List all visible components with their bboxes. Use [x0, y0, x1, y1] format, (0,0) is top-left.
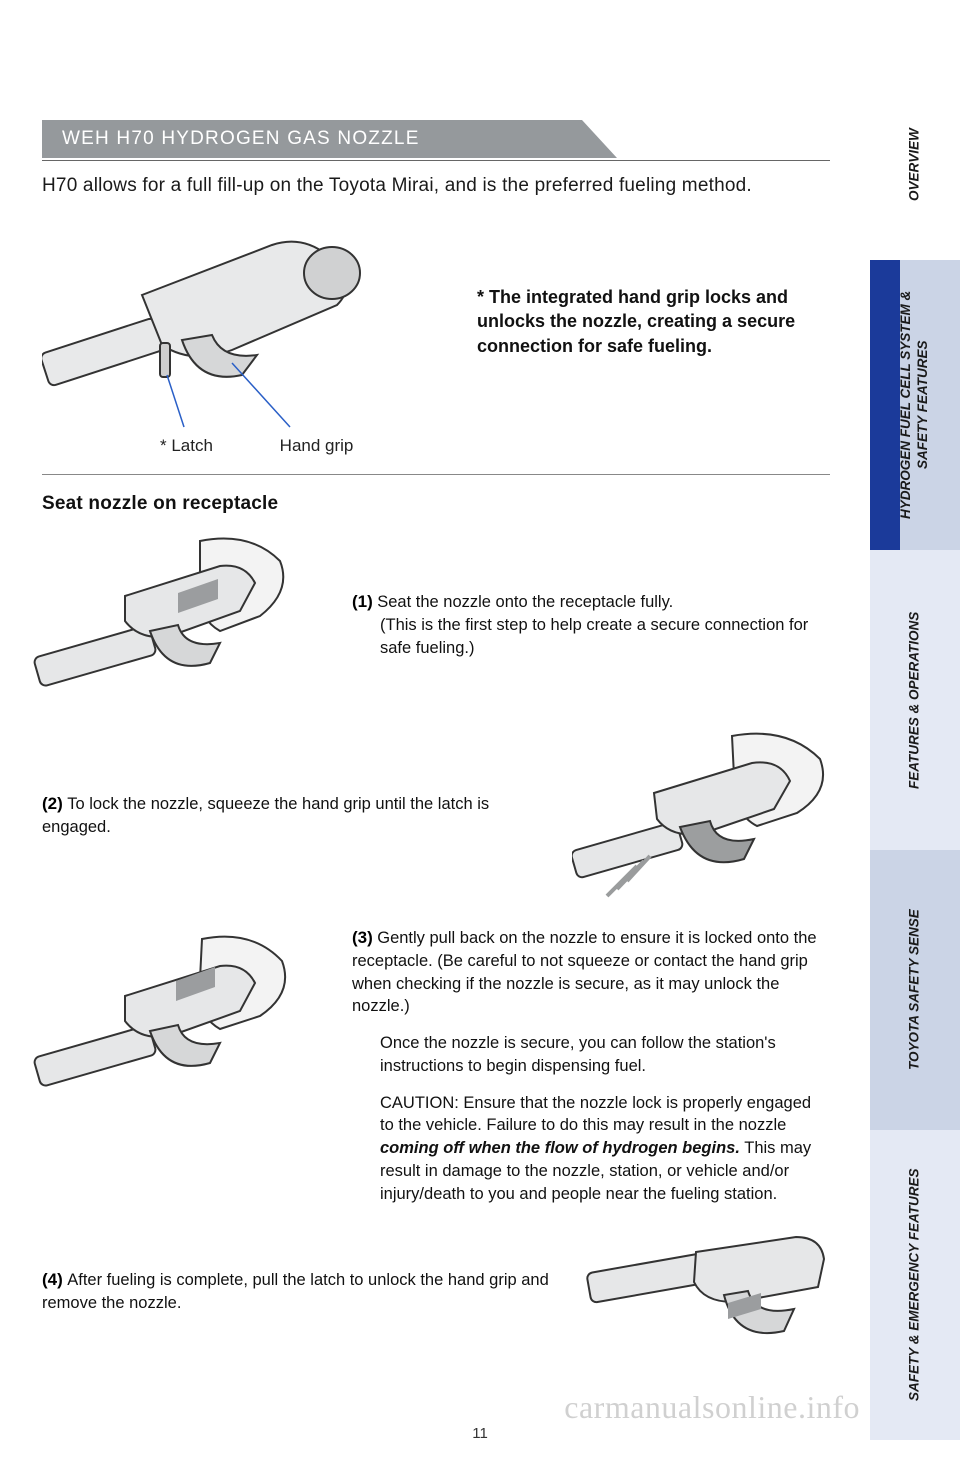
step-3-diagram	[30, 921, 310, 1121]
step-1-num: (1)	[352, 592, 373, 611]
step-1-line-b: (This is the first step to help create a…	[380, 614, 822, 660]
watermark: carmanualsonline.info	[564, 1389, 860, 1426]
step-2-body: To lock the nozzle, squeeze the hand gri…	[42, 795, 489, 836]
step-4-body: After fueling is complete, pull the latc…	[42, 1271, 549, 1312]
tab-safety-label: SAFETY & EMERGENCY FEATURES	[907, 1169, 924, 1402]
step-1-diagram	[30, 521, 310, 721]
callout-hand-grip: Hand grip	[280, 436, 354, 456]
step-4-text: (4) After fueling is complete, pull the …	[42, 1269, 572, 1315]
step-3-c-em: coming off when the flow of hydrogen beg…	[380, 1139, 740, 1157]
step-4-num: (4)	[42, 1270, 63, 1289]
intro-text: H70 allows for a full fill-up on the Toy…	[42, 175, 830, 197]
step-2-row: (2) To lock the nozzle, squeeze the hand…	[42, 731, 830, 921]
grip-note: * The integrated hand grip locks and unl…	[477, 285, 847, 358]
step-2-diagram	[572, 721, 842, 911]
tab-tss-label: TOYOTA SAFETY SENSE	[907, 910, 924, 1071]
tab-features-label: FEATURES & OPERATIONS	[907, 611, 924, 788]
callout-latch: * Latch	[160, 436, 213, 456]
step-3-c: CAUTION: Ensure that the nozzle lock is …	[380, 1092, 828, 1206]
step-4-row: (4) After fueling is complete, pull the …	[42, 1237, 830, 1407]
step-2-text: (2) To lock the nozzle, squeeze the hand…	[42, 793, 562, 839]
step-2-num: (2)	[42, 794, 63, 813]
step-1-text: (1) Seat the nozzle onto the receptacle …	[352, 591, 822, 659]
tab-fuel-label: HYDROGEN FUEL CELL SYSTEM & SAFETY FEATU…	[898, 268, 932, 542]
tab-tss[interactable]: TOYOTA SAFETY SENSE	[870, 850, 960, 1130]
section-title: WEH H70 HYDROGEN GAS NOZZLE	[42, 120, 582, 158]
step-4-diagram	[586, 1217, 836, 1377]
step-3-num: (3)	[352, 928, 373, 947]
subheading: Seat nozzle on receptacle	[42, 493, 830, 515]
step-3-b: Once the nozzle is secure, you can follo…	[380, 1032, 828, 1078]
title-underline	[42, 160, 830, 161]
step-1-line-a: Seat the nozzle onto the receptacle full…	[377, 593, 673, 611]
diagram-callouts: * Latch Hand grip	[42, 436, 830, 456]
tab-overview[interactable]: OVERVIEW	[870, 70, 960, 260]
tab-features[interactable]: FEATURES & OPERATIONS	[870, 550, 960, 850]
step-3-text: (3) Gently pull back on the nozzle to en…	[352, 927, 828, 1219]
tab-safety[interactable]: SAFETY & EMERGENCY FEATURES	[870, 1130, 960, 1440]
page-number: 11	[472, 1425, 488, 1442]
step-3-row: (3) Gently pull back on the nozzle to en…	[42, 927, 830, 1217]
step-1-row: (1) Seat the nozzle onto the receptacle …	[42, 521, 830, 731]
divider	[42, 474, 830, 475]
side-tabs: OVERVIEW HYDROGEN FUEL CELL SYSTEM & SAF…	[860, 70, 960, 1450]
manual-page: WEH H70 HYDROGEN GAS NOZZLE H70 allows f…	[0, 0, 960, 1484]
tab-hydrogen-fuel[interactable]: HYDROGEN FUEL CELL SYSTEM & SAFETY FEATU…	[870, 260, 960, 550]
tab-overview-label: OVERVIEW	[907, 129, 924, 202]
content-area: WEH H70 HYDROGEN GAS NOZZLE H70 allows f…	[42, 120, 830, 1407]
step-3-a: Gently pull back on the nozzle to ensure…	[352, 929, 817, 1015]
step-3-c-pre: CAUTION: Ensure that the nozzle lock is …	[380, 1094, 811, 1135]
